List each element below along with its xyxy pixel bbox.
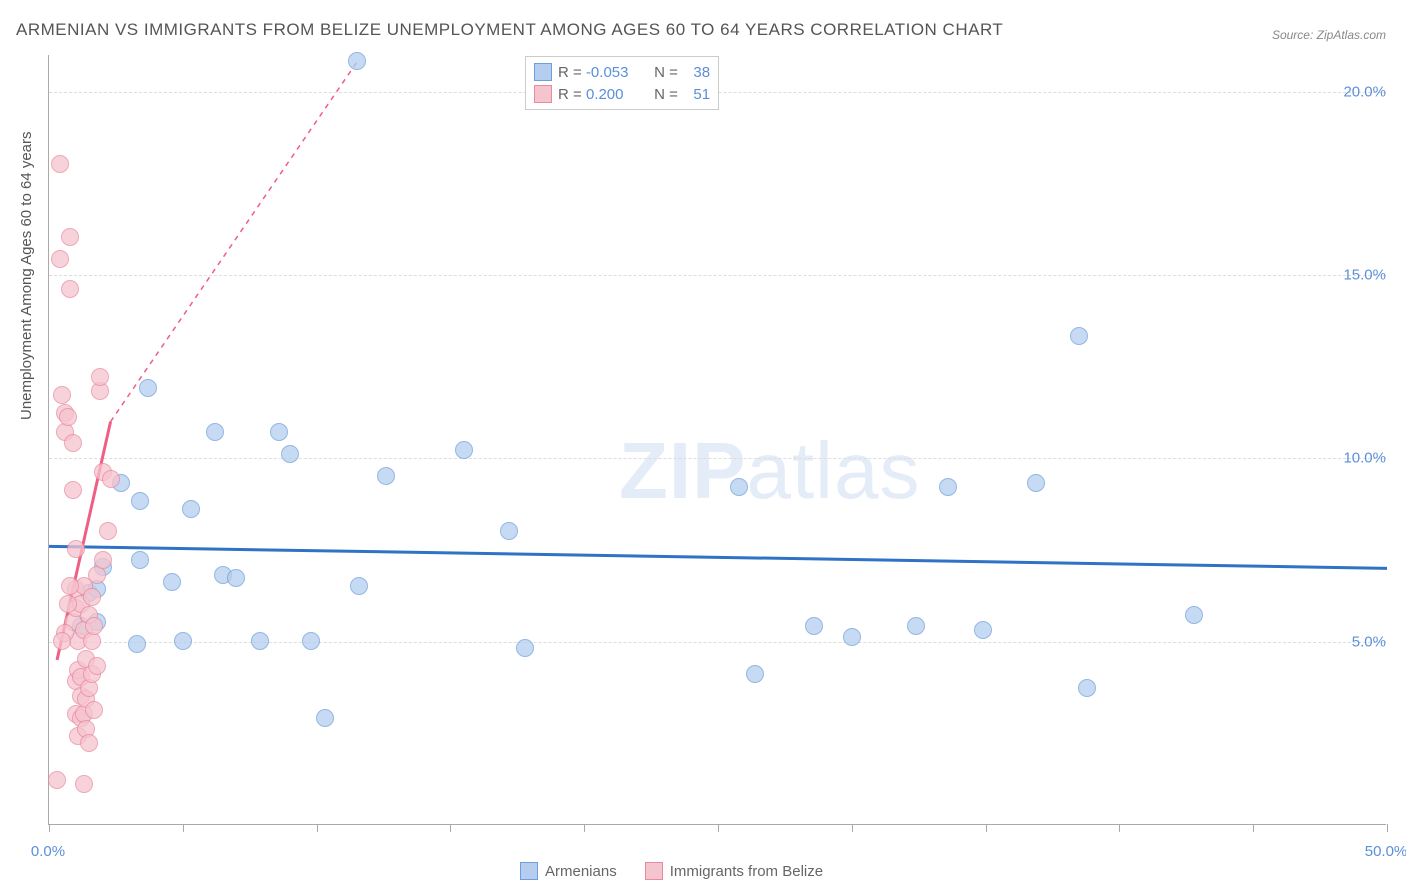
legend-stat-text: R = -0.053 N = 38 [558,64,710,81]
scatter-point [53,386,71,404]
x-tick [1387,824,1388,832]
legend-stat-row: R = 0.200 N = 51 [534,83,710,105]
scatter-point [91,368,109,386]
scatter-point [455,441,473,459]
scatter-point [174,632,192,650]
scatter-point [302,632,320,650]
scatter-point [51,155,69,173]
scatter-point [48,771,66,789]
x-tick [718,824,719,832]
x-tick [1253,824,1254,832]
scatter-point [128,635,146,653]
chart-title: ARMENIAN VS IMMIGRANTS FROM BELIZE UNEMP… [16,20,1003,40]
scatter-point [974,621,992,639]
scatter-point [67,540,85,558]
correlation-legend: R = -0.053 N = 38 R = 0.200 N = 51 [525,56,719,110]
x-tick [450,824,451,832]
scatter-point [51,250,69,268]
legend-swatch [534,85,552,103]
scatter-point [281,445,299,463]
scatter-point [316,709,334,727]
legend-swatch [520,862,538,880]
scatter-point [83,588,101,606]
legend-stat-row: R = -0.053 N = 38 [534,61,710,83]
gridline [49,458,1386,459]
scatter-point [206,423,224,441]
gridline [49,642,1386,643]
scatter-point [53,632,71,650]
scatter-point [182,500,200,518]
scatter-point [75,775,93,793]
scatter-point [64,481,82,499]
y-tick-label: 15.0% [1343,267,1386,284]
source-attribution: Source: ZipAtlas.com [1272,28,1386,42]
scatter-point [99,522,117,540]
scatter-point [350,577,368,595]
x-tick [1119,824,1120,832]
scatter-point [1027,474,1045,492]
scatter-point [251,632,269,650]
legend-series-label: Immigrants from Belize [670,863,823,880]
legend-series-label: Armenians [545,863,617,880]
scatter-point [939,478,957,496]
scatter-point [746,665,764,683]
x-tick [852,824,853,832]
x-tick [584,824,585,832]
scatter-point [1078,679,1096,697]
legend-swatch [534,63,552,81]
scatter-point [85,701,103,719]
x-tick-label: 0.0% [31,843,65,860]
y-tick-label: 5.0% [1352,633,1386,650]
x-tick [986,824,987,832]
y-axis-label: Unemployment Among Ages 60 to 64 years [18,131,35,420]
y-tick-label: 10.0% [1343,450,1386,467]
x-tick [49,824,50,832]
legend-swatch [645,862,663,880]
scatter-point [88,657,106,675]
gridline [49,275,1386,276]
x-tick [317,824,318,832]
chart-plot-area: ZIPatlas [48,55,1386,825]
scatter-point [163,573,181,591]
x-tick [183,824,184,832]
scatter-point [59,595,77,613]
scatter-point [843,628,861,646]
scatter-point [61,228,79,246]
series-legend: Armenians Immigrants from Belize [520,862,823,880]
scatter-point [59,408,77,426]
scatter-point [1185,606,1203,624]
scatter-point [907,617,925,635]
scatter-point [227,569,245,587]
scatter-point [80,734,98,752]
scatter-point [348,52,366,70]
scatter-point [270,423,288,441]
scatter-point [85,617,103,635]
scatter-point [377,467,395,485]
scatter-point [131,492,149,510]
legend-series-item: Armenians [520,862,617,880]
scatter-point [64,434,82,452]
scatter-point [61,577,79,595]
scatter-point [730,478,748,496]
scatter-point [516,639,534,657]
legend-stat-text: R = 0.200 N = 51 [558,86,710,103]
y-tick-label: 20.0% [1343,83,1386,100]
scatter-point [102,470,120,488]
scatter-point [131,551,149,569]
scatter-point [500,522,518,540]
watermark: ZIPatlas [619,425,920,517]
scatter-point [805,617,823,635]
scatter-point [139,379,157,397]
x-tick-label: 50.0% [1365,843,1406,860]
scatter-point [61,280,79,298]
scatter-point [94,551,112,569]
legend-series-item: Immigrants from Belize [645,862,823,880]
scatter-point [1070,327,1088,345]
